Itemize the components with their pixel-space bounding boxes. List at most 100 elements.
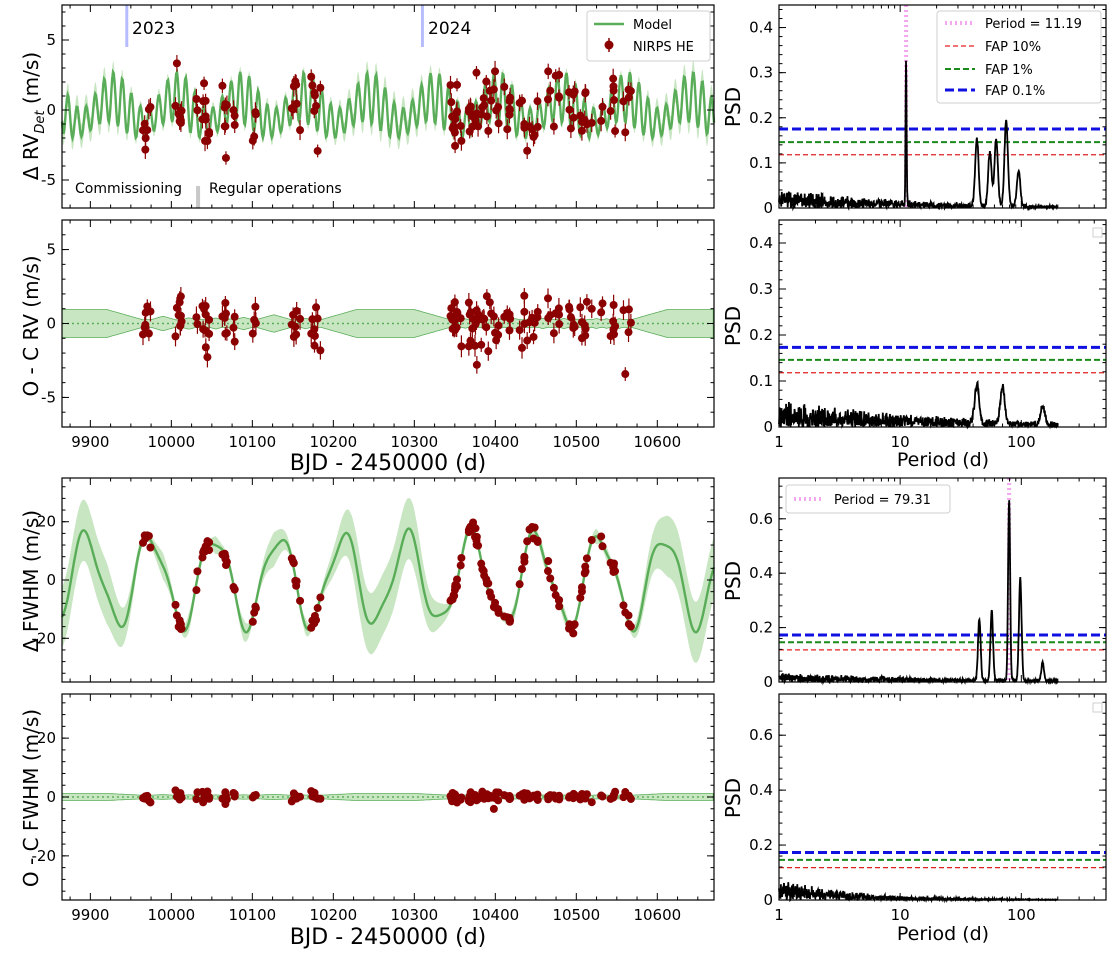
psd-fwhm-ytick-label: 0.6 [749,510,773,528]
oc-rv-point [205,329,214,338]
oc-rv-point [251,302,260,311]
fwhm-ytick-label: 20 [37,513,56,531]
rv-point [203,137,212,146]
rv-ytick-label: 0 [46,101,56,119]
oc-rv-point [229,323,238,332]
oc-rv-point [482,292,491,301]
oc-rv-point [146,307,155,316]
rv-point [177,106,186,115]
oc-rv-point [144,329,153,338]
oc-fwhm-point [555,795,564,804]
oc-fwhm-ytick-label: 20 [37,729,56,747]
oc-rv-point [549,329,558,338]
legend-period-fwhm: Period = 79.31 [834,493,931,508]
rv-point [312,101,321,110]
fwhm-point [248,617,257,626]
rv-point [505,105,514,114]
fwhm-point [530,523,539,532]
fwhm-ylabel: Δ FWHM (m/s) [19,510,43,652]
oc-fwhm-point [251,791,260,800]
oc-rv-point [296,314,305,323]
rv-point [310,91,319,100]
fwhm-points [138,518,635,638]
oc-fwhm-axes: 9900 10000 10100 10200 10300 10400 10500 10600 -… [32,694,714,924]
psd-oc-fwhm-frame [778,693,1107,901]
oc-rv-axes: 9900 10000 10100 10200 10300 10400 10500 10600 -… [41,219,714,451]
rv-legend: Model NIRPS HE [586,10,711,62]
empty-legend-2 [1092,702,1103,713]
psd-fwhm-axes: 0 0.2 0.4 0.6 [749,478,1107,691]
oc-rv-point [582,297,591,306]
fwhm-point [523,537,532,546]
oc-fwhm-point [222,795,231,804]
fwhm-point [520,557,529,566]
rv-ylabel: Δ RVDet (m/s) [19,52,48,180]
oc-rv-point [310,341,319,350]
oc-fwhm-point [316,794,325,803]
rv-point [201,96,210,105]
rv-point [143,126,152,135]
rv-point [587,118,596,127]
rv-point [296,126,305,135]
rv-point [222,101,231,110]
psd-oc-rv-fap-lines [779,345,1106,374]
psd-rv-frame [778,4,1107,209]
psd-oc-fwhm-ytick-label: 0.2 [749,836,773,854]
rv-point [533,122,542,131]
fwhm-point [296,596,305,605]
oc-rv-point [543,294,552,303]
rv-point [218,81,227,90]
legend-data-label: NIRPS HE [633,40,694,55]
oc-rv-point [310,325,319,334]
psd-oc-rv-psd-line [778,379,1059,430]
oc-rv-point [310,331,319,340]
oc-rv-point [251,319,260,328]
rv-point [549,122,558,131]
rv-point [484,126,493,135]
rv-point [171,101,180,110]
rv-point [308,81,317,90]
fwhm-point [471,524,480,533]
fwhm-point [484,579,493,588]
rv-point [609,86,618,95]
oc-rv-point [570,322,579,331]
fwhm-point [546,574,555,583]
psd-oc-rv-xtick-label: 1 [774,433,784,451]
oc-fwhm-point [296,792,305,801]
fwhm-point [570,620,579,629]
oc-rv-point [201,302,210,311]
rv-point [176,118,185,127]
rv-point [474,122,483,131]
psd-rv-ytick-label: 0 [763,199,773,217]
fwhm-point [144,531,153,540]
rv-point [489,85,498,94]
fwhm-point [456,561,465,570]
rv-point [457,136,466,145]
period-xlabel-top: Period (d) [897,449,989,471]
year-2024-label: 2024 [428,19,471,39]
fwhm-point [222,557,231,566]
oc-rv-point [520,291,529,300]
fwhm-point [474,541,483,550]
oc-rv-point [464,298,473,307]
psd-oc-fwhm-xtick-label: 1 [774,906,784,924]
oc-rv-point [316,346,325,355]
rv-point [452,80,461,89]
oc-fwhm-point [611,787,620,796]
bjd-xlabel-bottom: BJD - 2450000 (d) [290,925,487,950]
oc-rv-xtick-label: 10400 [471,433,519,451]
oc-rv-point [471,341,480,350]
oc-rv-point [292,330,301,339]
oc-fwhm-point [626,794,635,803]
oc-rv-point [611,322,620,331]
fwhm-point [624,611,633,620]
oc-fwhm-xtick-label: 10400 [471,906,519,924]
oc-fwhm-point [570,790,579,799]
fwhm-axes: -20 0 20 [32,478,714,682]
fwhm-point [312,616,321,625]
oc-rv-point [609,301,618,310]
psd-oc-rv-xtick-label: 10 [891,433,910,451]
oc-rv-point [518,343,527,352]
fwhm-ytick-label: -20 [32,629,57,647]
